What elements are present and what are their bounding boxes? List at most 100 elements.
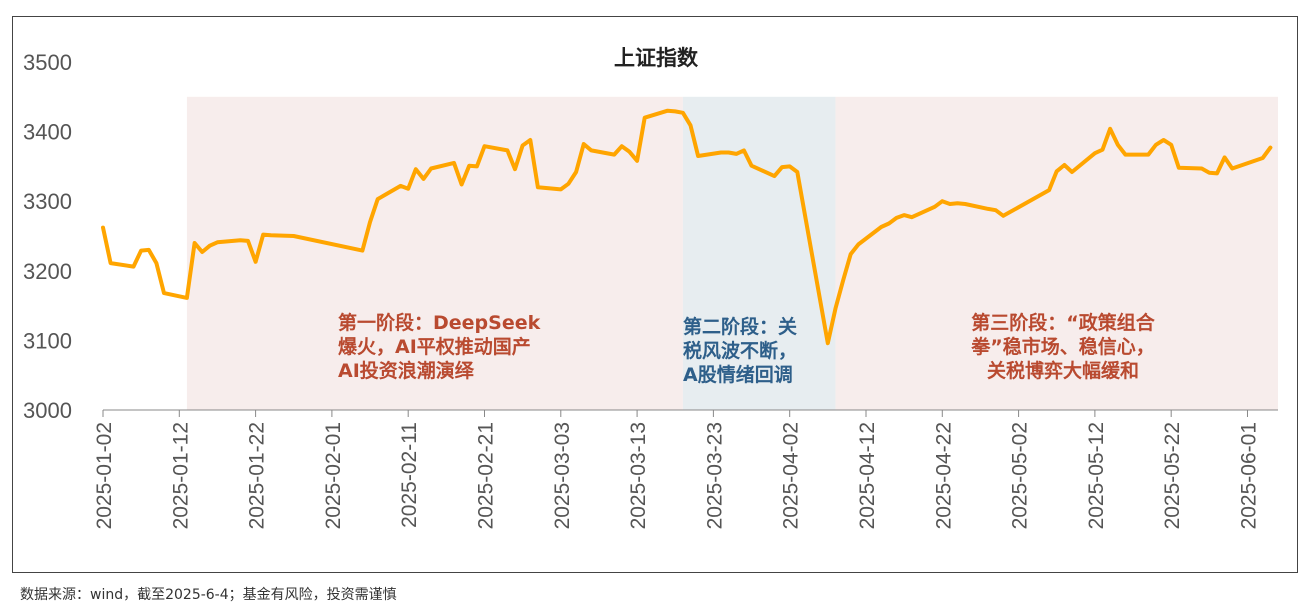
data-point [429, 166, 433, 171]
data-point [1222, 155, 1227, 159]
data-point [1062, 163, 1066, 167]
data-point [994, 208, 998, 212]
data-point [101, 226, 105, 230]
data-point [1207, 171, 1211, 175]
series-line-group [101, 108, 1273, 346]
data-point [475, 164, 479, 168]
data-point [696, 154, 700, 158]
data-point [826, 341, 830, 345]
y-tick-label: 3000 [23, 398, 72, 423]
data-point [162, 291, 166, 295]
data-point [292, 234, 296, 238]
data-point [795, 170, 799, 174]
data-point [238, 238, 242, 242]
data-point [414, 167, 418, 171]
phase-1-annotation-line: 第一阶段：DeepSeek [338, 311, 541, 334]
data-point [1169, 143, 1173, 147]
phase-3-annotation-line: 第三阶段：“政策组合 [971, 311, 1155, 334]
x-tick-label: 2025-02-01 [322, 422, 345, 529]
x-tick-label: 2025-04-02 [780, 422, 803, 529]
data-point [147, 248, 151, 252]
data-point [368, 220, 372, 224]
x-tick-label: 2025-03-23 [703, 422, 726, 529]
x-tick-label: 2025-05-12 [1085, 422, 1108, 529]
data-point [131, 265, 136, 269]
data-point [727, 150, 731, 155]
data-point [406, 187, 410, 191]
data-point [1161, 138, 1166, 142]
data-point [467, 164, 471, 168]
phase-2-annotation-line: 第二阶段：关 [683, 315, 797, 338]
data-point [566, 182, 571, 186]
data-point [1268, 146, 1272, 150]
data-point [360, 249, 365, 253]
data-point [780, 165, 784, 169]
data-point [253, 260, 258, 264]
data-point [688, 123, 693, 127]
x-tick-label: 2025-01-02 [93, 422, 116, 529]
x-tick-label: 2025-02-11 [398, 422, 421, 528]
data-point [986, 207, 990, 211]
data-point [589, 148, 593, 152]
data-point [269, 233, 273, 237]
data-point [719, 150, 723, 155]
x-tick-label: 2025-04-22 [932, 422, 955, 529]
data-point [521, 143, 525, 148]
data-point [849, 252, 853, 256]
data-point [734, 152, 738, 156]
data-point [1001, 214, 1005, 218]
y-tick-label: 3200 [23, 259, 72, 284]
data-point [833, 306, 838, 310]
data-point [1108, 127, 1112, 131]
data-point [460, 182, 464, 187]
data-point [505, 148, 509, 152]
data-point [185, 296, 189, 300]
x-tick-label: 2025-03-13 [627, 422, 650, 529]
phase-band-3 [835, 96, 1278, 411]
data-point [955, 201, 960, 205]
data-point [1093, 151, 1097, 155]
data-point [528, 138, 532, 142]
y-tick-label: 3400 [23, 120, 72, 145]
data-point [612, 152, 616, 157]
phase-2-annotation-line: 税风波不断， [683, 339, 797, 362]
data-point [1154, 143, 1158, 147]
data-point [635, 159, 639, 163]
y-tick-label: 3100 [23, 328, 72, 353]
y-tick-label: 3500 [23, 50, 72, 75]
data-point [742, 148, 746, 152]
chart-frame: 第一阶段：DeepSeek 爆火，AI平权推动国产 AI投资浪潮演绎 第二阶段：关 税风… [12, 16, 1298, 573]
data-point [1261, 156, 1265, 160]
data-point [1230, 166, 1234, 171]
x-tick-label: 2025-02-21 [474, 422, 497, 529]
data-point [192, 241, 197, 245]
data-point [109, 261, 113, 265]
data-point [627, 150, 632, 154]
x-tick-label: 2025-06-01 [1237, 422, 1260, 529]
data-point [1200, 166, 1204, 171]
x-tick-label: 2025-01-12 [169, 422, 192, 529]
data-point [948, 202, 952, 206]
x-tick-label: 2025-04-12 [856, 422, 879, 529]
data-point [154, 261, 159, 265]
data-point [620, 144, 624, 148]
data-point [452, 161, 456, 165]
data-point [398, 184, 403, 188]
data-point [666, 109, 670, 113]
data-point [1100, 148, 1105, 152]
phase-2-annotation-line: A股情绪回调 [683, 363, 793, 386]
data-point [482, 144, 487, 148]
data-point [788, 164, 792, 168]
data-point [910, 215, 914, 219]
data-point [841, 278, 845, 283]
x-tick-label: 2025-05-02 [1009, 422, 1032, 529]
data-point [536, 185, 540, 189]
data-point [933, 205, 937, 209]
data-point [940, 199, 944, 203]
data-point [1215, 171, 1219, 175]
data-point [246, 239, 250, 243]
data-point [215, 240, 220, 244]
phase-1-annotation-line: 爆火，AI平权推动国产 [338, 335, 531, 358]
data-point [1070, 170, 1074, 174]
